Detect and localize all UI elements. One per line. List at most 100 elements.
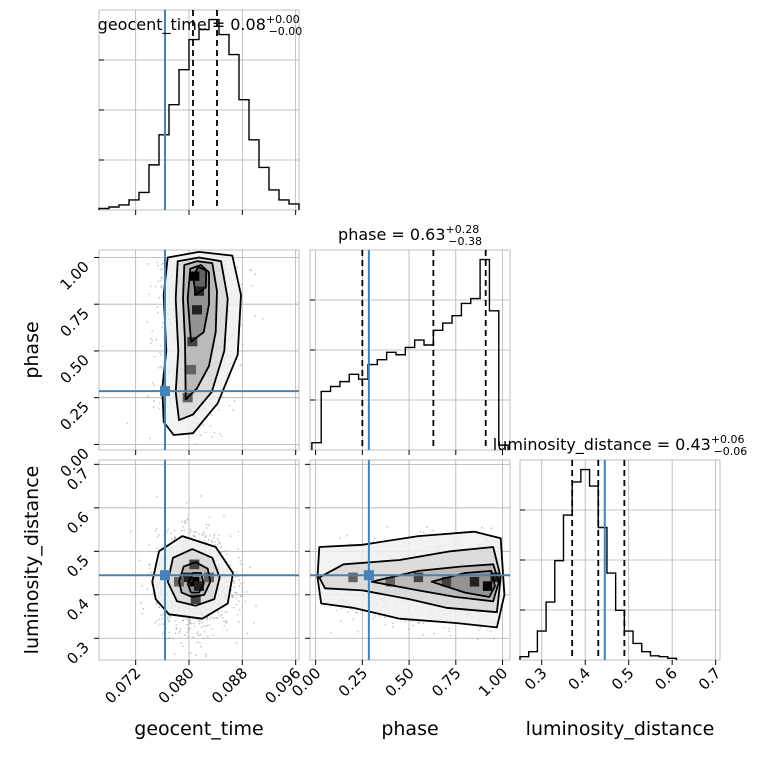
sample-point: [175, 627, 178, 630]
sample-point: [186, 518, 189, 520]
sample-point: [149, 563, 151, 566]
sample-point: [148, 437, 151, 440]
hist-bar: [179, 70, 189, 210]
sample-point: [449, 634, 452, 637]
sample-point: [198, 622, 201, 625]
sample-point: [211, 541, 213, 543]
hist-bar: [572, 482, 581, 660]
sample-point: [208, 515, 211, 518]
sample-point: [155, 602, 158, 605]
sample-point: [422, 531, 425, 534]
sample-point: [374, 615, 377, 618]
sample-point: [207, 539, 210, 541]
sample-point: [181, 620, 184, 622]
sample-point: [161, 326, 164, 329]
sample-point: [232, 580, 235, 583]
sample-point: [246, 632, 249, 635]
sample-point: [188, 620, 191, 623]
sample-point: [202, 624, 205, 627]
sample-point: [168, 637, 170, 640]
sample-point: [192, 636, 195, 639]
sample-point: [217, 610, 220, 613]
sample-point: [180, 642, 182, 644]
sample-point: [346, 611, 349, 613]
sample-point: [157, 534, 160, 536]
sample-point: [192, 534, 195, 537]
density-cell: [385, 576, 396, 587]
sample-point: [160, 276, 163, 279]
hist-bar: [633, 643, 642, 660]
contour-line: [430, 570, 496, 598]
sample-point: [200, 495, 203, 497]
sample-point: [224, 611, 227, 614]
sample-point: [205, 625, 208, 628]
sample-point: [193, 625, 196, 628]
hist-bar: [443, 323, 452, 450]
sample-point: [236, 613, 239, 616]
sample-point: [194, 531, 197, 533]
sample-point: [155, 620, 158, 622]
sample-point: [404, 620, 407, 623]
sample-point: [234, 591, 237, 594]
hist-panel-luminosity_distance: [519, 459, 721, 665]
hist-bar: [415, 340, 424, 450]
hist-bar: [471, 299, 480, 450]
sample-point: [242, 581, 245, 584]
sample-point: [233, 586, 236, 588]
sample-point: [217, 540, 220, 543]
sample-point: [213, 534, 216, 536]
hist-bar: [529, 652, 538, 660]
sample-point: [198, 641, 201, 644]
density-cell: [189, 271, 200, 281]
sample-point: [330, 631, 332, 634]
sample-point: [422, 634, 425, 636]
hist-panel-phase: [309, 249, 511, 455]
hist-bar: [624, 631, 633, 660]
sample-point: [146, 321, 149, 323]
hist-bar: [359, 379, 368, 450]
sample-point: [187, 636, 189, 638]
title-upper-error: +0.06: [711, 433, 745, 446]
contour-line: [192, 265, 208, 296]
density-cell: [194, 286, 204, 296]
hist-bar: [563, 515, 572, 660]
sample-point: [208, 624, 211, 627]
hist-bar: [340, 382, 349, 450]
x-tick-label-geocent_time: 0.072: [101, 664, 144, 707]
sample-point: [384, 623, 386, 626]
x-tick-label-geocent_time: 0.080: [155, 664, 198, 707]
scatter-panel-geocent_time-vs-luminosity_distance: [94, 459, 300, 665]
sample-point: [181, 521, 183, 524]
scatter-panel-phase-vs-luminosity_distance: [305, 459, 511, 665]
sample-point: [158, 618, 161, 621]
hist-bar: [433, 330, 442, 450]
sample-point: [159, 279, 162, 282]
sample-point: [481, 526, 483, 529]
sample-point: [206, 635, 209, 638]
density-cell: [190, 594, 201, 604]
sample-point: [209, 424, 212, 427]
sample-point: [262, 317, 264, 320]
sample-point: [232, 596, 234, 598]
sample-point: [156, 495, 159, 498]
sample-point: [189, 627, 192, 630]
y-tick-label-luminosity_distance: 0.6: [63, 508, 93, 538]
sample-point: [162, 623, 164, 626]
sample-point: [205, 617, 208, 620]
sample-point: [422, 622, 425, 625]
sample-point: [411, 620, 414, 623]
sample-point: [179, 630, 181, 633]
panel-content: [99, 460, 299, 660]
sample-point: [150, 342, 152, 345]
sample-point: [235, 571, 238, 574]
sample-point: [203, 539, 205, 542]
x-tick-label-luminosity_distance: 0.3: [521, 664, 551, 694]
sample-point: [448, 627, 450, 630]
sample-point: [204, 655, 207, 658]
sample-point: [229, 535, 232, 538]
sample-point: [138, 559, 141, 562]
sample-point: [152, 400, 155, 402]
sample-point: [160, 366, 163, 369]
x-axis-label-luminosity_distance: luminosity_distance: [526, 718, 715, 740]
sample-point: [186, 618, 189, 621]
